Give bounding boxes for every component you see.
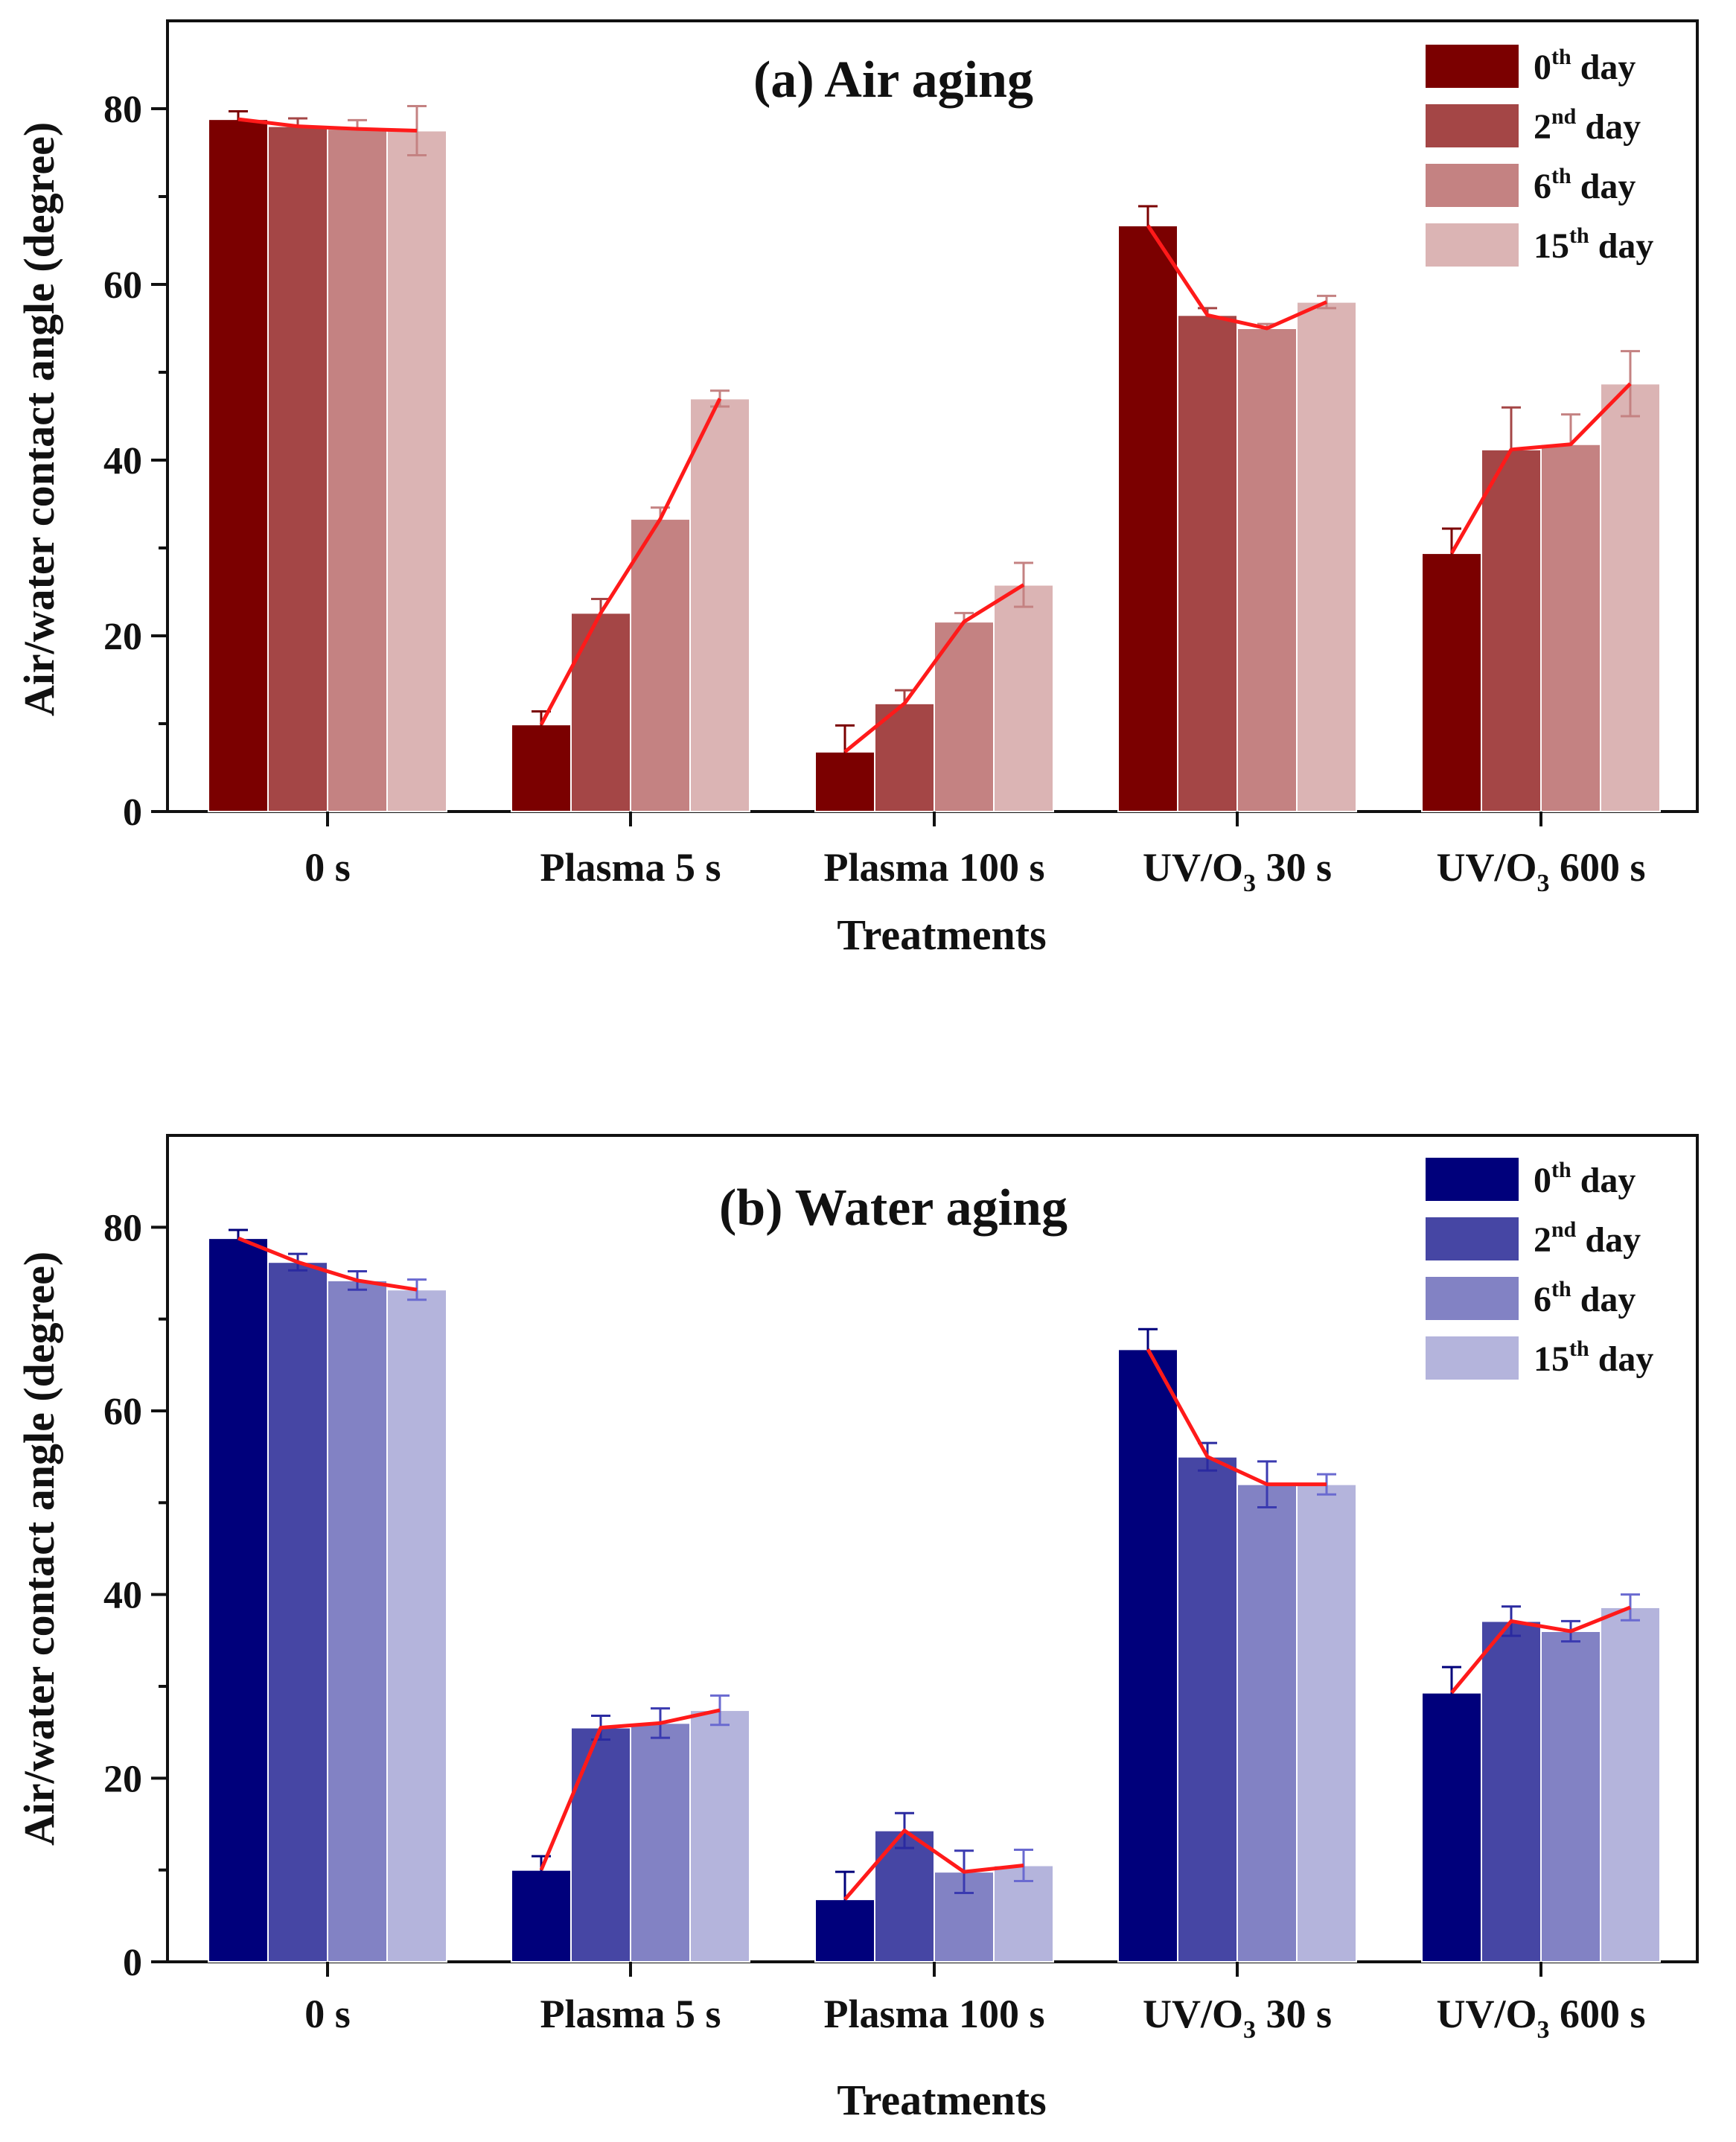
y-tick-label: 40 (103, 440, 142, 482)
bar (1177, 314, 1238, 812)
bar (1540, 443, 1601, 812)
error-bar (1621, 350, 1640, 418)
y-axis-label: Air/water contact angle (degree) (15, 122, 63, 716)
trend-line (1450, 1605, 1631, 1695)
x-tick-label: UV/O3 30 s (1143, 1992, 1332, 2044)
legend-swatch (1426, 1217, 1519, 1260)
x-tick-label: Plasma 100 s (824, 1992, 1045, 2036)
legend-swatch (1426, 104, 1519, 147)
legend-swatch (1426, 164, 1519, 207)
trend-line (1146, 1348, 1327, 1487)
bar (1421, 1692, 1482, 1963)
bar (1117, 1348, 1178, 1963)
trend-line (539, 1708, 721, 1871)
chart-title: (b) Water aging (719, 1179, 1068, 1237)
bar (1177, 1456, 1238, 1963)
legend: 0th day 2nd day 6th day 15th day (1426, 45, 1653, 267)
bar (1481, 448, 1542, 813)
bar (1296, 301, 1357, 813)
y-tick-label: 60 (103, 264, 142, 307)
bar (1296, 1483, 1357, 1963)
y-tick-label: 20 (103, 1758, 142, 1800)
trend-line (237, 1236, 418, 1292)
x-tick-label: 0 s (304, 845, 351, 890)
bar (934, 621, 995, 812)
trend-line (237, 117, 418, 133)
legend-label: 15th day (1534, 223, 1653, 266)
bar (327, 1279, 388, 1963)
trend-line (843, 583, 1025, 753)
legend-swatch (1426, 1158, 1519, 1201)
bar (630, 518, 691, 812)
legend-label: 0th day (1534, 1158, 1636, 1200)
y-tick-label: 0 (123, 1942, 142, 1984)
x-tick-label: UV/O3 600 s (1436, 1992, 1645, 2044)
chart-title: (a) Air aging (753, 51, 1033, 109)
legend-label: 15th day (1534, 1336, 1653, 1379)
chart-panel-air-aging: 0 20 40 60 80 0 s Plasma 5 s Plasma 100 s UV/O3… (15, 19, 1699, 959)
bar (993, 584, 1054, 812)
bar (630, 1722, 691, 1963)
legend-label: 2nd day (1534, 104, 1641, 147)
bar (689, 398, 750, 812)
y-tick-label: 40 (103, 1575, 142, 1617)
bar (386, 1289, 447, 1963)
legend-label: 2nd day (1534, 1217, 1641, 1260)
y-tick-label: 80 (103, 1207, 142, 1249)
legend-label: 0th day (1534, 45, 1636, 87)
bar (1421, 552, 1482, 813)
bar (208, 118, 269, 813)
trend-line (539, 398, 722, 726)
bar (267, 125, 328, 813)
bar (1600, 1606, 1661, 1963)
legend-swatch (1426, 223, 1519, 267)
bar (327, 128, 388, 812)
x-axis-label: Treatments (837, 911, 1046, 959)
y-tick-label: 0 (123, 791, 142, 834)
y-axis-label: Air/water contact angle (degree) (15, 1252, 63, 1846)
x-tick-label: Plasma 5 s (540, 1992, 721, 2036)
bar (1540, 1631, 1601, 1963)
bar (1481, 1620, 1542, 1963)
legend-swatch (1426, 1277, 1519, 1320)
legend-swatch (1426, 45, 1519, 88)
bar (1236, 1483, 1298, 1963)
trend-line (1449, 382, 1632, 555)
bar (208, 1237, 269, 1963)
legend-label: 6th day (1534, 164, 1636, 206)
y-tick-label: 60 (103, 1391, 142, 1433)
y-tick-label: 80 (103, 89, 142, 131)
x-tick-label: Plasma 5 s (540, 845, 721, 890)
bar (1117, 224, 1178, 812)
x-axis-label: Treatments (837, 2076, 1046, 2124)
x-tick-label: Plasma 100 s (824, 845, 1045, 890)
y-tick-label: 20 (103, 616, 142, 658)
bar (386, 130, 447, 812)
x-tick-label: 0 s (304, 1992, 351, 2036)
x-tick-label: UV/O3 600 s (1436, 845, 1645, 897)
error-bar (1317, 294, 1336, 310)
legend-label: 6th day (1534, 1277, 1636, 1319)
bar (570, 612, 631, 812)
chart-panel-water-aging: 0 20 40 60 80 0 s Plasma 5 s Plasma 100 s UV/O3… (15, 1134, 1699, 2124)
bar (570, 1727, 631, 1963)
bar (1236, 328, 1298, 812)
bar (874, 1829, 935, 1963)
bar (267, 1261, 328, 1963)
legend: 0th day 2nd day 6th day 15th day (1426, 1158, 1653, 1380)
bar (689, 1709, 750, 1963)
legend-swatch (1426, 1336, 1519, 1380)
trend-line (1146, 224, 1328, 331)
trend-line (843, 1829, 1024, 1901)
bar (1600, 383, 1661, 812)
x-tick-label: UV/O3 30 s (1143, 845, 1332, 897)
